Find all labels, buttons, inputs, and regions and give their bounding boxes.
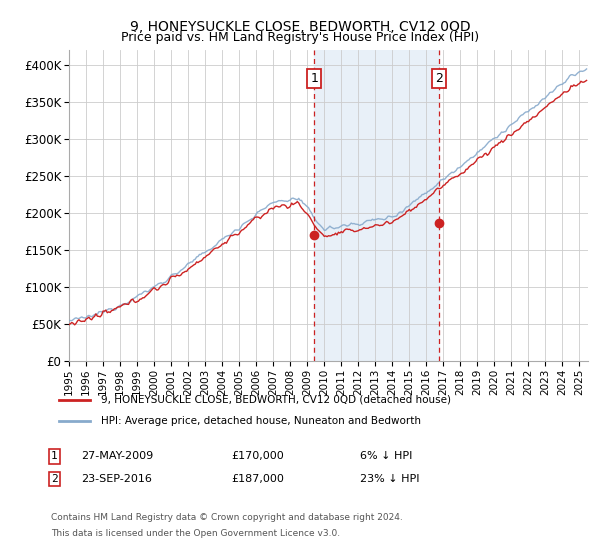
Text: 1: 1 [310,72,318,85]
Text: £187,000: £187,000 [231,474,284,484]
Text: 2: 2 [435,72,443,85]
Text: 9, HONEYSUCKLE CLOSE, BEDWORTH, CV12 0QD (detached house): 9, HONEYSUCKLE CLOSE, BEDWORTH, CV12 0QD… [101,395,451,405]
Text: HPI: Average price, detached house, Nuneaton and Bedworth: HPI: Average price, detached house, Nune… [101,416,421,426]
Text: 9, HONEYSUCKLE CLOSE, BEDWORTH, CV12 0QD: 9, HONEYSUCKLE CLOSE, BEDWORTH, CV12 0QD [130,20,470,34]
Text: 23-SEP-2016: 23-SEP-2016 [81,474,152,484]
Text: Price paid vs. HM Land Registry's House Price Index (HPI): Price paid vs. HM Land Registry's House … [121,31,479,44]
Bar [314,50,439,361]
Text: 23% ↓ HPI: 23% ↓ HPI [360,474,419,484]
Text: Contains HM Land Registry data © Crown copyright and database right 2024.: Contains HM Land Registry data © Crown c… [51,514,403,522]
Text: £170,000: £170,000 [231,451,284,461]
Text: 6% ↓ HPI: 6% ↓ HPI [360,451,412,461]
Text: 27-MAY-2009: 27-MAY-2009 [81,451,153,461]
Text: This data is licensed under the Open Government Licence v3.0.: This data is licensed under the Open Gov… [51,529,340,538]
Text: 2: 2 [51,474,58,484]
Text: 1: 1 [51,451,58,461]
